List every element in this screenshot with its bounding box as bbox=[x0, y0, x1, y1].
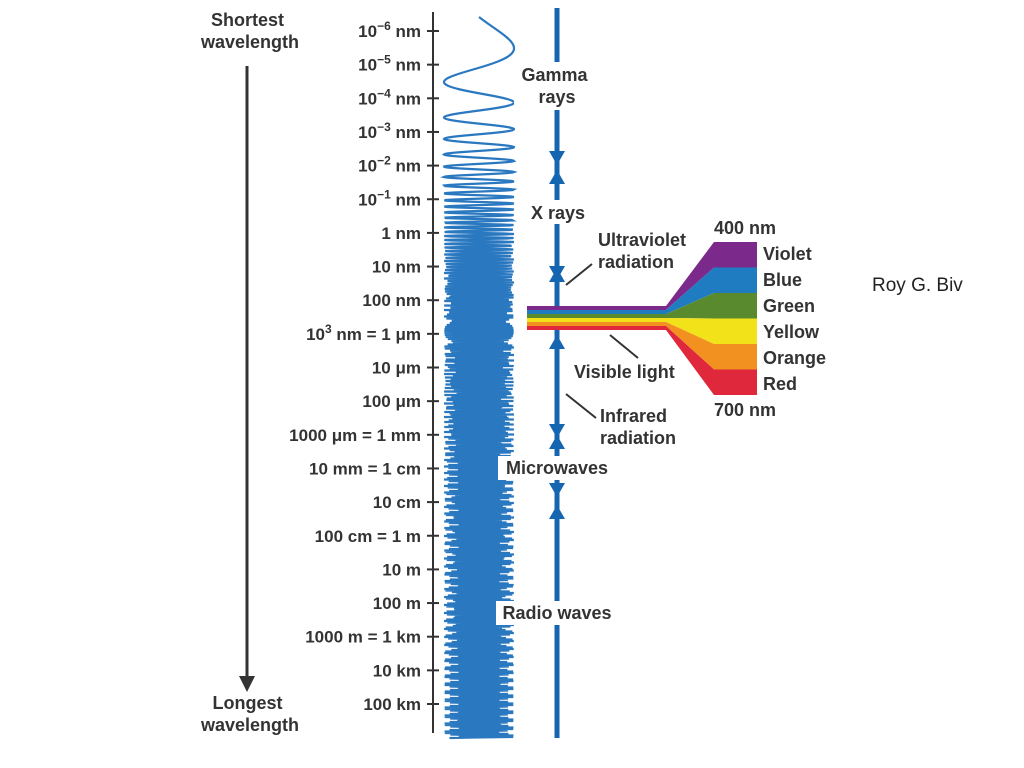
visible-light-label: Visible light bbox=[574, 362, 675, 382]
band-arrow-up bbox=[549, 268, 565, 282]
color-label-red: Red bbox=[763, 374, 797, 394]
axis-tick-label: 100 km bbox=[363, 695, 421, 714]
axis-tick-label: 10−4 nm bbox=[358, 86, 421, 108]
x-rays-label: X rays bbox=[531, 203, 585, 223]
axis-tick-label: 10−6 nm bbox=[358, 19, 421, 41]
color-label-violet: Violet bbox=[763, 244, 812, 264]
axis-tick-label: 1000 μm = 1 mm bbox=[289, 426, 421, 445]
band-arrow-up bbox=[549, 505, 565, 519]
spectrum-band-green bbox=[527, 293, 757, 319]
ultraviolet-label: Ultraviolet radiation bbox=[598, 230, 691, 272]
axis-tick-label: 10 cm bbox=[373, 493, 421, 512]
band-arrow-down bbox=[549, 151, 565, 165]
band-arrow-up bbox=[549, 170, 565, 184]
visible-light-pointer bbox=[609, 334, 639, 359]
spectrum-700nm-label: 700 nm bbox=[714, 400, 776, 420]
axis-tick-label: 1 nm bbox=[381, 224, 421, 243]
infrared-label: Infrared radiation bbox=[600, 406, 676, 448]
wave-illustration bbox=[440, 16, 518, 740]
axis-tick-label: 10 mm = 1 cm bbox=[309, 459, 421, 478]
spectrum-band-violet bbox=[527, 242, 757, 310]
longest-wavelength-label: Longest wavelength bbox=[200, 693, 299, 735]
shortest-wavelength-label: Shortest wavelength bbox=[200, 10, 299, 52]
spectrum-band-blue bbox=[527, 267, 757, 314]
axis-tick-label: 10−2 nm bbox=[358, 154, 421, 176]
axis-tick-label: 100 m bbox=[373, 594, 421, 613]
axis-tick-label: 10 nm bbox=[372, 258, 421, 277]
spectrum-400nm-label: 400 nm bbox=[714, 218, 776, 238]
infrared-pointer bbox=[565, 393, 597, 419]
axis-tick-label: 10−5 nm bbox=[358, 53, 421, 75]
axis-tick-label: 10−1 nm bbox=[358, 187, 421, 209]
axis-tick-label: 1000 m = 1 km bbox=[305, 628, 421, 647]
color-label-green: Green bbox=[763, 296, 815, 316]
visible-spectrum bbox=[527, 242, 757, 395]
axis-tick-label: 10 km bbox=[373, 661, 421, 680]
band-arrow-down bbox=[549, 424, 565, 438]
band-arrow-up bbox=[549, 435, 565, 449]
radio-waves-label: Radio waves bbox=[502, 603, 611, 623]
axis-tick-label: 10 m bbox=[382, 560, 421, 579]
axis-tick-label: 100 cm = 1 m bbox=[315, 527, 421, 546]
wavelength-direction-arrow bbox=[239, 66, 255, 692]
color-label-yellow: Yellow bbox=[763, 322, 820, 342]
ultraviolet-pointer bbox=[565, 263, 593, 286]
axis-tick-label: 10 μm bbox=[372, 359, 421, 378]
axis-tick-label: 10−3 nm bbox=[358, 120, 421, 142]
microwaves-label: Microwaves bbox=[506, 458, 608, 478]
spectrum-band-yellow bbox=[527, 318, 757, 344]
band-boundary-line bbox=[549, 8, 565, 738]
roy-g-biv-note: Roy G. Biv bbox=[872, 275, 963, 296]
spectrum-color-labels: Violet Blue Green Yellow Orange Red bbox=[763, 244, 826, 394]
band-arrow-up bbox=[549, 335, 565, 349]
axis-tick-label: 100 μm bbox=[362, 392, 421, 411]
axis-tick-label: 100 nm bbox=[362, 291, 421, 310]
gamma-rays-label: Gamma rays bbox=[521, 65, 592, 107]
color-label-blue: Blue bbox=[763, 270, 802, 290]
spectrum-band-orange bbox=[527, 322, 757, 370]
axis-tick-label: 103 nm = 1 μm bbox=[306, 322, 421, 344]
spectrum-band-red bbox=[527, 326, 757, 395]
color-label-orange: Orange bbox=[763, 348, 826, 368]
wavelength-ticks: 10−6 nm 10−5 nm 10−4 nm 10−3 nm 10−2 nm 10−1 … bbox=[289, 19, 439, 714]
band-arrow-down bbox=[549, 483, 565, 497]
